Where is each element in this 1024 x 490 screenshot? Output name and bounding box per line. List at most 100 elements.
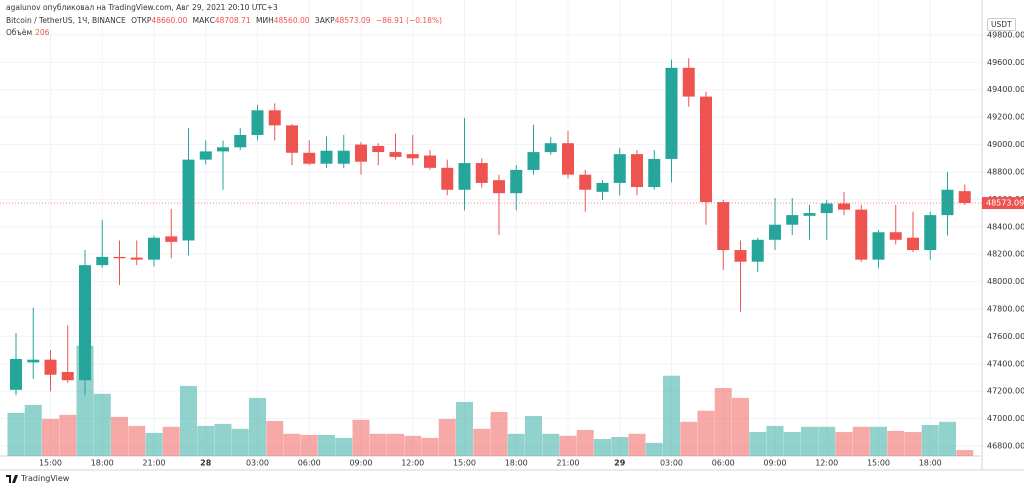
volume-bar xyxy=(318,434,335,456)
candle-body xyxy=(613,154,626,183)
volume-bar xyxy=(335,437,353,456)
candle-body xyxy=(217,147,229,152)
x-tick-label: 21:00 xyxy=(556,459,579,468)
candle-body xyxy=(458,163,471,190)
candle-body xyxy=(113,256,126,259)
candle-body xyxy=(924,215,937,251)
candle-body xyxy=(79,265,91,381)
candle-body xyxy=(717,202,730,251)
x-tick-label: 09:00 xyxy=(763,459,786,468)
candle-body xyxy=(389,152,402,157)
change: −86.91 (−0.18%) xyxy=(375,16,443,25)
candle-body xyxy=(562,143,574,175)
candle-body xyxy=(148,237,160,260)
y-tick-label: 49400.00 xyxy=(987,85,1024,94)
volume-bar xyxy=(249,397,266,456)
x-tick-label: 03:00 xyxy=(246,459,269,468)
candle-body xyxy=(820,203,833,214)
volume-bar xyxy=(818,426,836,456)
volume-bar xyxy=(214,423,232,456)
volume-bar xyxy=(611,437,629,456)
candle-body xyxy=(786,215,799,225)
candle-body xyxy=(130,257,143,260)
candle-body xyxy=(510,169,523,194)
candle-body xyxy=(199,151,212,160)
volume-bar xyxy=(956,449,974,456)
y-tick-label: 49200.00 xyxy=(987,113,1024,122)
x-tick-label: 18:00 xyxy=(91,459,114,468)
candle-body xyxy=(441,167,454,190)
candle-body xyxy=(182,159,195,241)
x-tick-label: 03:00 xyxy=(660,459,683,468)
y-tick-label: 47400.00 xyxy=(987,359,1024,368)
candle-body xyxy=(61,372,74,381)
volume-bar xyxy=(904,432,922,456)
candle-body xyxy=(958,191,971,204)
candle-body xyxy=(889,232,902,240)
volume-bar xyxy=(783,432,801,456)
currency[interactable]: USDT xyxy=(987,18,1016,31)
x-tick-label: 21:00 xyxy=(142,459,165,468)
x-tick-label: 12:00 xyxy=(815,459,838,468)
candle-body xyxy=(855,209,868,260)
volume-bar xyxy=(697,410,715,456)
x-tick-label: 15:00 xyxy=(867,459,890,468)
volume-bar xyxy=(283,433,301,456)
volume-bar xyxy=(714,387,732,456)
high-label: МАКС xyxy=(192,16,215,25)
volume-bar xyxy=(835,432,853,456)
candle-body xyxy=(337,150,350,164)
candle-body xyxy=(631,154,643,188)
brand-name: TradingView xyxy=(21,474,70,483)
volume-bar xyxy=(542,433,560,456)
open-label: ОТКР xyxy=(131,16,152,25)
y-tick-label: 46800.00 xyxy=(987,441,1024,450)
volume-bar xyxy=(663,375,680,456)
candle-body xyxy=(355,144,367,162)
candle-body xyxy=(234,134,247,148)
volume-bar xyxy=(645,442,663,456)
candle-body xyxy=(27,359,40,363)
volume-bar xyxy=(266,420,284,456)
brand[interactable]: TradingView xyxy=(6,474,69,483)
candle-body xyxy=(544,143,557,153)
volume-bar xyxy=(801,426,818,456)
candle-body xyxy=(320,150,333,164)
candle-body xyxy=(682,67,695,97)
y-tick-label: 49000.00 xyxy=(987,140,1024,149)
volume-bar xyxy=(421,437,439,456)
last-price-label: 48573.09 xyxy=(986,199,1024,208)
close-label: ЗАКР xyxy=(314,16,335,25)
candle-body xyxy=(372,145,385,153)
close-value: 48573.09 xyxy=(334,16,371,25)
volume-bar xyxy=(387,433,404,456)
candle-body xyxy=(803,213,816,216)
volume-bar xyxy=(438,418,456,456)
candle-body xyxy=(734,250,747,262)
volume-bar xyxy=(870,426,887,456)
x-tick-label: 29 xyxy=(614,459,626,468)
candle-body xyxy=(527,152,540,170)
candle-body xyxy=(165,236,178,242)
volume-bar xyxy=(749,432,767,456)
volume-legend: Объём 206 xyxy=(6,28,52,37)
volume-label: Объём xyxy=(6,28,33,37)
candle-body xyxy=(424,155,436,168)
volume-bar xyxy=(507,433,525,456)
x-tick-label: 12:00 xyxy=(401,459,424,468)
volume-bar xyxy=(369,433,387,456)
volume-bar xyxy=(7,412,25,456)
candle-body xyxy=(286,125,298,153)
volume-bar xyxy=(162,426,180,456)
candle-body xyxy=(406,154,419,159)
volume-bar xyxy=(24,404,42,456)
candle-body xyxy=(872,232,885,260)
x-tick-label: 15:00 xyxy=(39,459,62,468)
volume-bar xyxy=(456,401,473,456)
volume-bar xyxy=(732,397,749,456)
volume-bar xyxy=(766,425,784,456)
volume-bar xyxy=(559,435,577,456)
volume-bar xyxy=(128,425,146,456)
volume-bar xyxy=(921,425,939,456)
